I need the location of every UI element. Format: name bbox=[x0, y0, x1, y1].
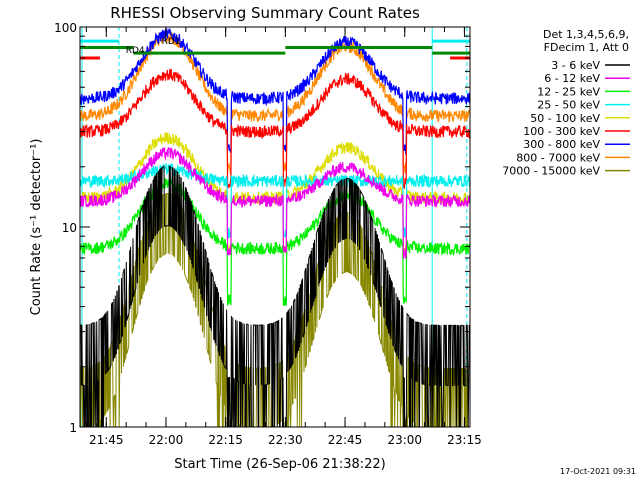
y-tick-label: 1 bbox=[69, 421, 77, 435]
x-tick-label: 23:15 bbox=[447, 433, 482, 447]
y-axis-label: Count Rate (s⁻¹ detector⁻¹) bbox=[29, 139, 44, 316]
legend-label: 25 - 50 keV bbox=[537, 99, 600, 112]
annotation-label: RD1 bbox=[162, 37, 181, 47]
series-line bbox=[80, 165, 470, 427]
legend-label: 800 - 7000 keV bbox=[516, 151, 600, 164]
legend-label: 6 - 12 keV bbox=[544, 72, 600, 85]
x-axis-label: Start Time (26-Sep-06 21:38:22) bbox=[174, 457, 385, 472]
plot-area: RD1 RD4 bbox=[80, 27, 470, 427]
x-tick-label: 22:45 bbox=[328, 433, 363, 447]
series-line bbox=[80, 68, 470, 189]
series-line bbox=[80, 27, 470, 156]
series-100-300keV bbox=[80, 68, 470, 189]
legend-label: 100 - 300 keV bbox=[523, 125, 600, 138]
x-tick-label: 21:45 bbox=[89, 433, 124, 447]
legend-label: 3 - 6 keV bbox=[551, 59, 600, 72]
series-50-100keV bbox=[80, 131, 470, 256]
series-6-12keV bbox=[80, 146, 470, 259]
y-axis-ticks: 1 10 100 bbox=[54, 21, 470, 435]
annotation-label: RD4 bbox=[126, 46, 145, 56]
legend-label: 7000 - 15000 keV bbox=[502, 165, 600, 178]
series-line bbox=[80, 163, 470, 239]
series-line bbox=[80, 146, 470, 259]
series-300-800keV bbox=[80, 27, 470, 156]
legend-header-line-1: Det 1,3,4,5,6,9, bbox=[543, 28, 629, 41]
series-3-6keV bbox=[80, 165, 470, 427]
x-tick-label: 22:30 bbox=[268, 433, 303, 447]
y-tick-label: 100 bbox=[54, 21, 77, 35]
legend: Det 1,3,4,5,6,9, FDecim 1, Att 0 3 - 6 k… bbox=[502, 28, 630, 178]
x-tick-label: 22:00 bbox=[149, 433, 184, 447]
series-25-50keV bbox=[80, 163, 470, 239]
y-tick-label: 10 bbox=[62, 221, 77, 235]
legend-label: 300 - 800 keV bbox=[523, 138, 600, 151]
series-line bbox=[80, 131, 470, 256]
axes: 1 10 100 21:45 22:00 22:15 22:30 22:45 23:00 23:… bbox=[54, 21, 482, 447]
footer-timestamp: 17-Oct-2021 09:31 bbox=[560, 467, 636, 476]
x-axis-ticks: 21:45 22:00 22:15 22:30 22:45 23:00 23:15 bbox=[85, 27, 482, 447]
legend-header-line-2: FDecim 1, Att 0 bbox=[544, 41, 629, 54]
x-tick-label: 22:15 bbox=[208, 433, 243, 447]
legend-label: 12 - 25 keV bbox=[537, 85, 600, 98]
x-tick-label: 23:00 bbox=[387, 433, 422, 447]
legend-label: 50 - 100 keV bbox=[530, 112, 600, 125]
chart-title: RHESSI Observing Summary Count Rates bbox=[110, 4, 420, 22]
